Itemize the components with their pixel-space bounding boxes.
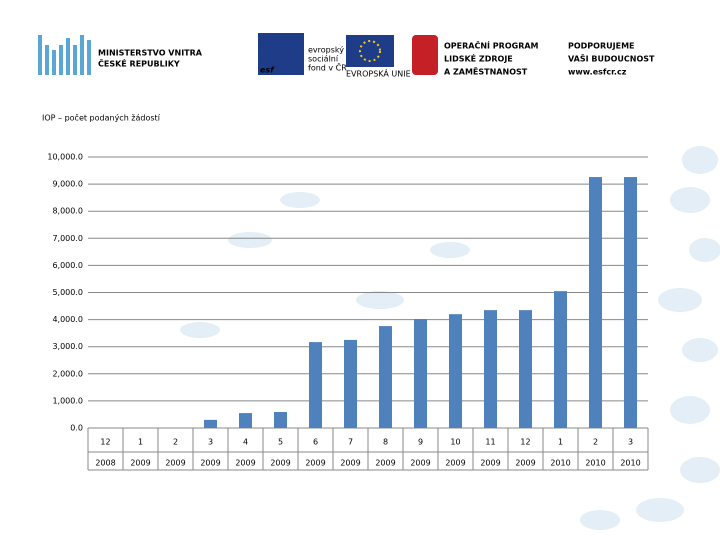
bar <box>414 319 427 428</box>
x-group-label: 2009 <box>235 459 255 468</box>
y-tick-label: 8,000.0 <box>52 207 83 216</box>
x-tick-label: 2 <box>593 438 598 447</box>
x-tick-label: 3 <box>628 438 633 447</box>
y-tick-label: 1,000.0 <box>52 396 83 405</box>
x-group-label: 2009 <box>410 459 430 468</box>
y-tick-label: 10,000.0 <box>47 153 83 162</box>
program-line: OPERAČNÍ PROGRAM <box>444 40 539 51</box>
y-tick-label: 7,000.0 <box>52 234 83 243</box>
x-group-label: 2010 <box>620 459 640 468</box>
bar <box>239 413 252 428</box>
esf-box <box>258 33 304 75</box>
x-group-label: 2009 <box>130 459 150 468</box>
y-tick-label: 0.0 <box>70 424 83 433</box>
y-tick-label: 3,000.0 <box>52 342 83 351</box>
y-tick-label: 4,000.0 <box>52 315 83 324</box>
eu-flag <box>346 35 394 67</box>
y-tick-label: 5,000.0 <box>52 288 83 297</box>
bar <box>589 177 602 428</box>
program-line: A ZAMĚSTNANOST <box>444 66 528 77</box>
bar <box>484 310 497 428</box>
x-group-label: 2009 <box>515 459 535 468</box>
ministry-line: MINISTERSTVO VNITRA <box>98 49 203 58</box>
x-tick-label: 4 <box>243 438 248 447</box>
esf-logo: esf <box>260 66 275 75</box>
bar <box>344 339 357 428</box>
eu-stars <box>359 40 381 62</box>
bar <box>519 310 532 428</box>
bar <box>379 326 392 428</box>
bar <box>274 412 287 428</box>
y-tick-label: 2,000.0 <box>52 369 83 378</box>
slogan-line: www.esfcr.cz <box>568 68 627 77</box>
x-group-label: 2009 <box>305 459 325 468</box>
y-tick-label: 6,000.0 <box>52 261 83 270</box>
slogan-line: VAŠI BUDOUCNOST <box>568 53 655 64</box>
x-group-label: 2008 <box>95 459 115 468</box>
program-logo <box>412 35 438 75</box>
esf-line: sociální <box>308 55 339 64</box>
esf-line: evropský <box>308 46 344 55</box>
x-group-label: 2009 <box>480 459 500 468</box>
x-group-label: 2010 <box>585 459 605 468</box>
slogan-line: PODPORUJEME <box>568 42 635 51</box>
x-group-label: 2009 <box>445 459 465 468</box>
bar <box>624 177 637 428</box>
x-tick-label: 12 <box>100 438 110 447</box>
x-tick-label: 1 <box>558 438 563 447</box>
ministry-logo <box>38 35 91 75</box>
x-group-label: 2009 <box>340 459 360 468</box>
x-tick-label: 9 <box>418 438 423 447</box>
x-tick-label: 11 <box>485 438 495 447</box>
esf-line: fond v ČR <box>308 62 347 73</box>
x-tick-label: 7 <box>348 438 353 447</box>
bar <box>449 314 462 428</box>
x-tick-label: 2 <box>173 438 178 447</box>
x-tick-label: 3 <box>208 438 213 447</box>
eu-label: EVROPSKÁ UNIE <box>346 68 411 79</box>
ministry-line: ČESKÉ REPUBLIKY <box>98 58 180 69</box>
bar <box>309 342 322 428</box>
program-line: LIDSKÉ ZDROJE <box>444 53 513 64</box>
x-tick-label: 8 <box>383 438 388 447</box>
x-tick-label: 6 <box>313 438 318 447</box>
x-tick-label: 1 <box>138 438 143 447</box>
x-group-label: 2009 <box>375 459 395 468</box>
x-group-label: 2009 <box>200 459 220 468</box>
x-tick-label: 10 <box>450 438 460 447</box>
x-tick-label: 12 <box>520 438 530 447</box>
x-tick-label: 5 <box>278 438 283 447</box>
x-group-label: 2009 <box>165 459 185 468</box>
x-group-label: 2010 <box>550 459 570 468</box>
y-tick-label: 9,000.0 <box>52 180 83 189</box>
background-decoration <box>180 146 720 530</box>
x-group-label: 2009 <box>270 459 290 468</box>
chart-title: IOP – počet podaných žádostí <box>42 113 161 123</box>
bar <box>204 419 217 428</box>
bar <box>554 291 567 428</box>
